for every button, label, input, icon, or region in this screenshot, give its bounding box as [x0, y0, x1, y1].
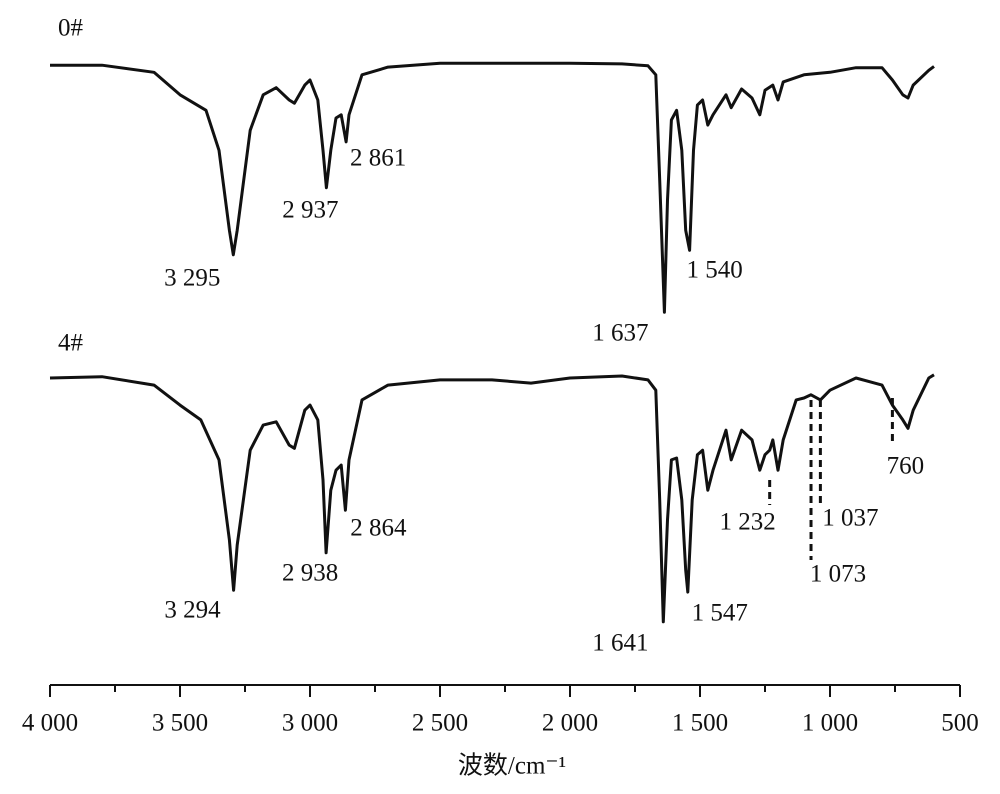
peak-label: 2 937	[282, 197, 338, 224]
peak-label: 1 037	[822, 505, 878, 532]
peak-label: 1 073	[810, 561, 866, 588]
peak-label: 1 540	[686, 257, 742, 284]
x-tick-label: 1 000	[802, 710, 858, 737]
series-label: 4#	[58, 330, 84, 357]
peak-label: 2 938	[282, 560, 338, 587]
peak-label: 1 232	[720, 509, 776, 536]
peak-label: 3 294	[164, 597, 221, 624]
peak-label: 1 547	[692, 600, 748, 627]
peak-label: 2 861	[350, 145, 406, 172]
peak-label: 1 637	[592, 320, 648, 347]
peak-label: 1 641	[592, 630, 648, 657]
x-tick-label: 2 500	[412, 710, 468, 737]
x-tick-label: 500	[941, 710, 979, 737]
x-tick-label: 1 500	[672, 710, 728, 737]
spectrum-line	[50, 61, 935, 314]
x-tick-label: 4 000	[22, 710, 78, 737]
x-tick-label: 3 000	[282, 710, 338, 737]
peak-label: 2 864	[350, 515, 407, 542]
peak-label: 3 295	[164, 265, 220, 292]
x-tick-label: 3 500	[152, 710, 208, 737]
peak-label: 760	[887, 453, 925, 480]
x-axis-title: 波数/cm⁻¹	[458, 752, 566, 780]
x-tick-label: 2 000	[542, 710, 598, 737]
series-label: 0#	[58, 15, 84, 42]
spectrum-line	[49, 373, 935, 624]
